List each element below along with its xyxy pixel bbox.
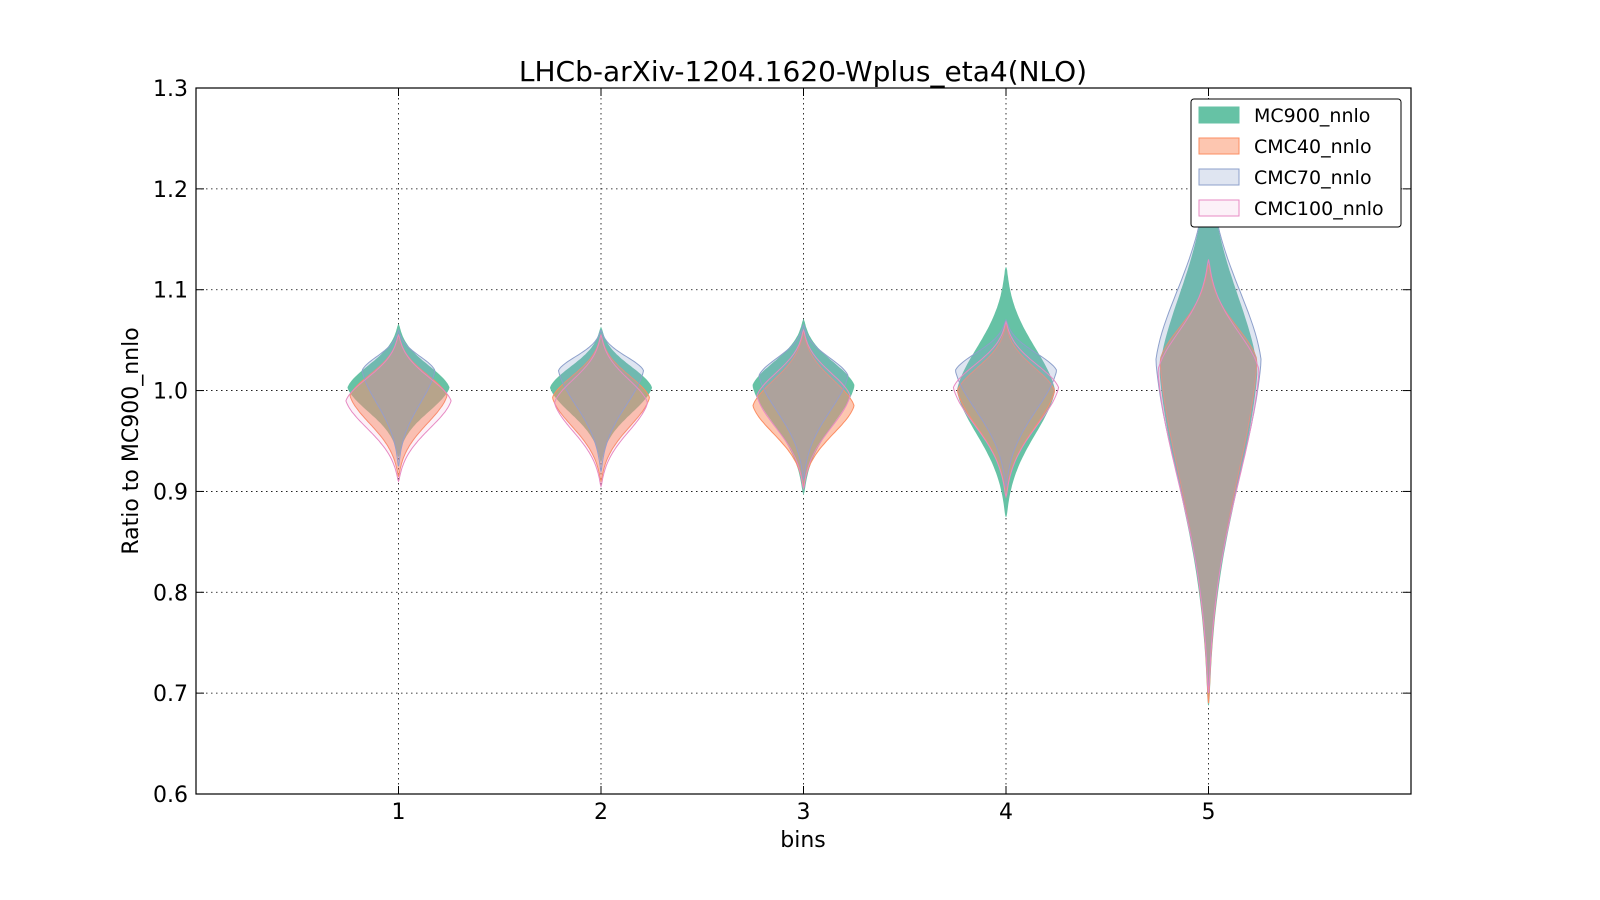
violin-CMC40_nnlo-bin-3 xyxy=(752,330,855,488)
y-tick-label: 0.8 xyxy=(153,581,188,606)
legend: MC900_nnlo CMC40_nnlo CMC70_nnlo CMC100_nnl… xyxy=(1190,98,1402,228)
y-tick-label: 1.1 xyxy=(153,279,188,304)
x-tick-label: 5 xyxy=(1202,800,1216,825)
legend-label: CMC40_nnlo xyxy=(1254,136,1372,158)
x-tick-label: 1 xyxy=(392,800,406,825)
violin-CMC40_nnlo-bin-4 xyxy=(957,323,1055,499)
axis-ticks: 1 2 3 4 5 0.6 0.7 0.8 0.9 1.0 1.1 1.2 1.3 xyxy=(153,77,1411,825)
legend-swatch xyxy=(1198,199,1240,217)
violin-CMC70_nnlo-bin-4 xyxy=(955,318,1057,489)
violin-CMC70_nnlo-bin-2 xyxy=(557,328,645,474)
y-axis-label: Ratio to MC900_nnlo xyxy=(119,327,144,554)
x-tick-label: 4 xyxy=(999,800,1013,825)
legend-swatch xyxy=(1198,137,1240,155)
violin-CMC70_nnlo-bin-3 xyxy=(758,323,849,482)
y-tick-label: 1.2 xyxy=(153,178,188,203)
y-tick-label: 0.7 xyxy=(153,682,188,707)
legend-label: CMC100_nnlo xyxy=(1254,198,1384,220)
violin-CMC100_nnlo-bin-3 xyxy=(756,328,851,491)
violin-CMC100_nnlo-bin-4 xyxy=(952,320,1060,499)
violin-CMC100_nnlo-bin-5 xyxy=(1157,259,1260,694)
violin-CMC70_nnlo-bin-1 xyxy=(361,328,436,467)
violin-layer xyxy=(345,153,1262,706)
legend-box xyxy=(1190,98,1402,228)
y-tick-label: 1.3 xyxy=(153,77,188,102)
violin-CMC100_nnlo-bin-1 xyxy=(345,333,452,483)
legend-swatch xyxy=(1198,106,1240,124)
y-tick-label: 0.6 xyxy=(153,783,188,808)
x-tick-label: 3 xyxy=(797,800,811,825)
violin-CMC100_nnlo-bin-2 xyxy=(554,333,648,489)
legend-label: MC900_nnlo xyxy=(1254,105,1370,127)
y-tick-label: 1.0 xyxy=(153,380,188,405)
x-tick-label: 2 xyxy=(594,800,608,825)
legend-label: CMC70_nnlo xyxy=(1254,167,1372,189)
chart-title: LHCb-arXiv-1204.1620-Wplus_eta4(NLO) xyxy=(519,55,1087,88)
y-tick-label: 0.9 xyxy=(153,480,188,505)
x-axis-label: bins xyxy=(780,828,825,853)
legend-swatch xyxy=(1198,168,1240,186)
